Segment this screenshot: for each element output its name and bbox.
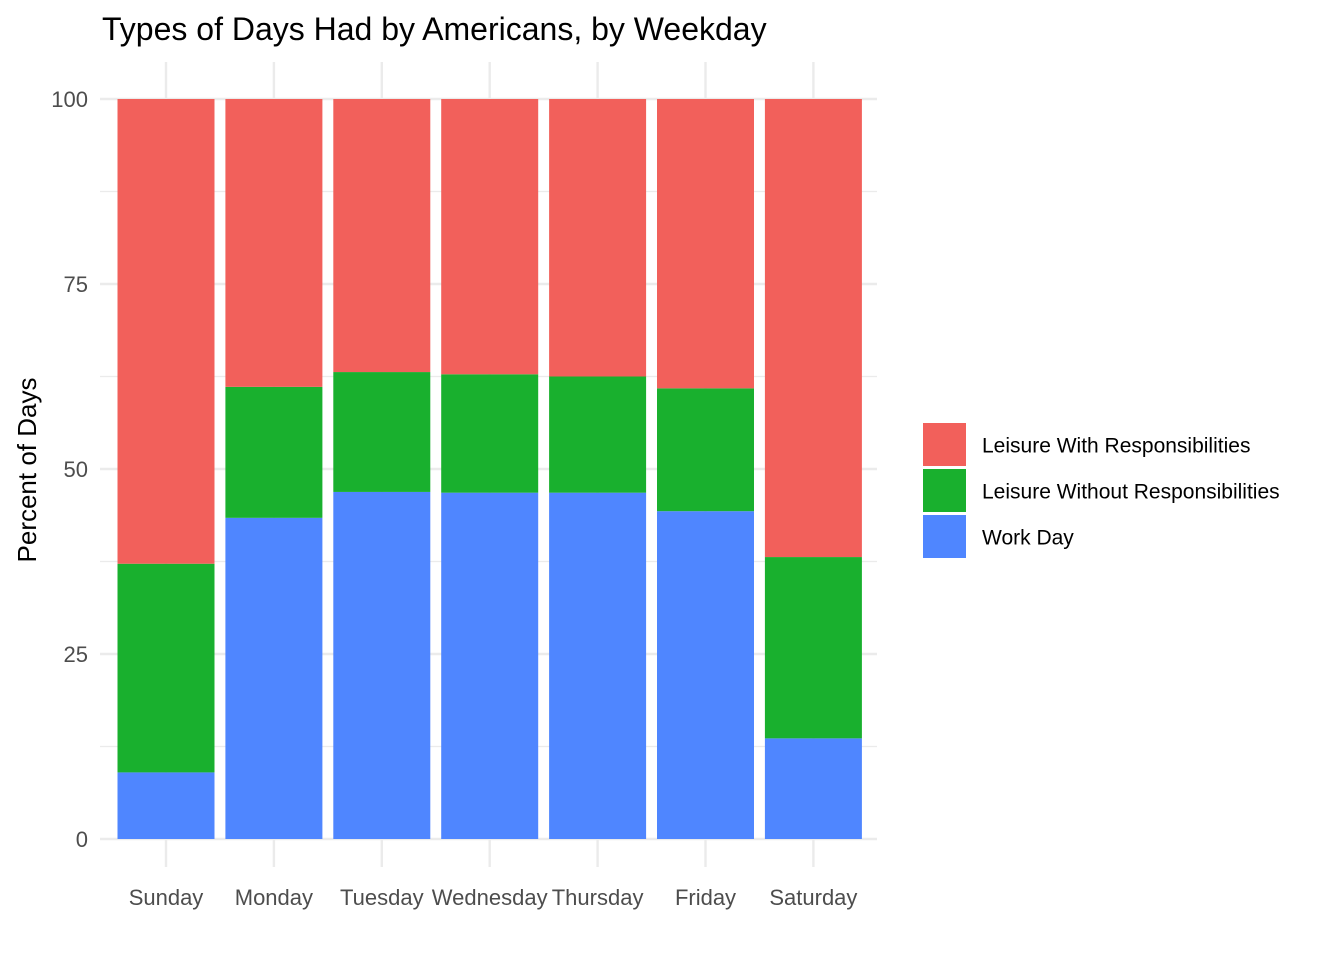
bar-segment (441, 374, 539, 493)
bar-segment (441, 492, 539, 839)
legend: Leisure With Responsibilities Leisure Wit… (923, 423, 1280, 558)
bar-segment (549, 99, 647, 377)
bar-segment (117, 99, 215, 564)
bar-segment (117, 772, 215, 839)
chart-title: Types of Days Had by Americans, by Weekd… (102, 11, 767, 47)
x-tick-label: Wednesday (432, 885, 548, 910)
legend-label: Work Day (982, 527, 1074, 550)
bar-segment (657, 511, 754, 839)
y-axis-title: Percent of Days (12, 378, 42, 563)
bar-segment (549, 376, 647, 493)
bar-segment (117, 563, 215, 773)
y-axis-ticks: 0 25 50 75 100 (51, 87, 88, 852)
x-tick-label: Friday (675, 885, 736, 910)
bar-segment (225, 386, 323, 518)
bar-segment (657, 99, 754, 389)
y-tick-label: 100 (51, 87, 88, 112)
bar-segment (225, 99, 323, 387)
bar-segment (333, 99, 431, 373)
x-tick-label: Thursday (552, 885, 644, 910)
bar-segment (333, 491, 431, 839)
bar-segment (333, 372, 431, 492)
y-tick-label: 25 (64, 642, 88, 667)
bar-segment (764, 738, 862, 839)
legend-swatch (923, 515, 966, 558)
y-tick-label: 50 (64, 457, 88, 482)
bar-segment (657, 388, 754, 512)
x-tick-label: Saturday (769, 885, 857, 910)
legend-label: Leisure With Responsibilities (982, 435, 1250, 458)
bar-segment (549, 492, 647, 839)
y-tick-label: 0 (76, 827, 88, 852)
legend-swatch (923, 423, 966, 466)
y-tick-label: 75 (64, 272, 88, 297)
bar-segment (764, 99, 862, 558)
bar-segment (225, 517, 323, 839)
x-axis-ticks: Sunday Monday Tuesday Wednesday Thursday Frid… (129, 885, 858, 910)
bar-segments (117, 99, 862, 839)
x-tick-label: Monday (235, 885, 313, 910)
legend-label: Leisure Without Responsibilities (982, 481, 1280, 504)
bar-segment (441, 99, 539, 375)
x-tick-label: Tuesday (340, 885, 424, 910)
bar-segment (764, 557, 862, 739)
x-tick-label: Sunday (129, 885, 204, 910)
legend-swatch (923, 469, 966, 512)
